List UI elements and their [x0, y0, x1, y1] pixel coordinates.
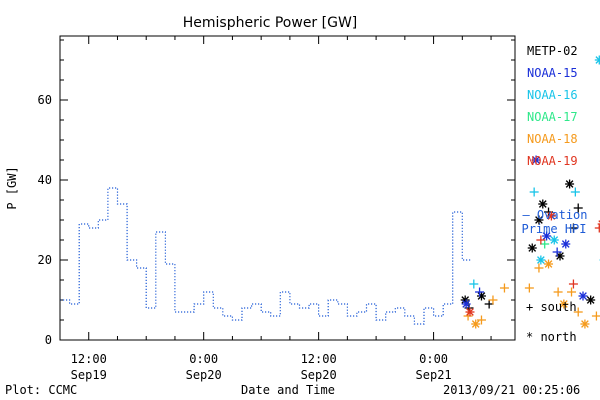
x-tick-label-date: Sep19	[71, 368, 107, 382]
marker-stroke	[595, 58, 600, 64]
ovation-series-line	[60, 187, 472, 325]
satellite-point-metp-02-north	[476, 291, 486, 301]
marker-stroke	[471, 320, 480, 328]
satellite-point-noaa-15-north	[578, 291, 588, 301]
ovation-series-layer	[60, 187, 472, 325]
satellite-point-noaa-16-north	[549, 235, 559, 245]
x-tick-label-time: 0:00	[189, 352, 218, 366]
satellite-point-noaa-18-south	[499, 283, 509, 293]
satellite-point-noaa-16-north	[594, 55, 600, 65]
satellite-point-noaa-18-south	[591, 311, 600, 321]
marker-stroke	[556, 252, 564, 260]
satellite-point-noaa-19-south	[568, 279, 578, 289]
satellite-markers-layer	[460, 55, 600, 329]
satellite-point-noaa-18-south	[524, 283, 534, 293]
marker-stroke	[532, 156, 540, 164]
marker-stroke	[528, 244, 537, 252]
x-tick-label-time: 12:00	[301, 352, 337, 366]
marker-stroke	[547, 212, 556, 220]
satellite-point-noaa-18-north	[544, 259, 554, 269]
marker-stroke	[544, 260, 553, 268]
legend-entry-noaa-17: NOAA-17	[527, 110, 578, 124]
marker-stroke	[579, 292, 587, 300]
x-tick-label-date: Sep20	[301, 368, 337, 382]
marker-legend-south: + south	[526, 300, 577, 314]
x-axis-label: Date and Time	[241, 383, 335, 397]
satellite-point-noaa-16-south	[570, 187, 580, 197]
marker-stroke	[538, 200, 547, 208]
marker-stroke	[466, 308, 474, 316]
marker-stroke	[586, 296, 595, 304]
footer-plot-credit: Plot: CCMC	[5, 383, 77, 397]
marker-stroke	[535, 216, 543, 224]
marker-stroke	[565, 180, 574, 188]
satellite-point-noaa-19-north	[465, 307, 475, 317]
marker-stroke	[560, 300, 568, 308]
satellite-point-noaa-18-south	[534, 263, 544, 273]
y-axis-label: P [GW]	[5, 166, 19, 209]
satellite-point-noaa-18-south	[476, 315, 486, 325]
y-tick-label: 40	[38, 173, 52, 187]
satellite-point-noaa-16-south	[529, 187, 539, 197]
satellite-point-noaa-18-north	[580, 319, 590, 329]
satellite-point-noaa-19-south	[536, 235, 546, 245]
satellite-point-metp-02-north	[586, 295, 596, 305]
x-tick-label-date: Sep20	[186, 368, 222, 382]
marker-stroke	[550, 236, 559, 244]
satellite-point-noaa-15-south	[475, 287, 485, 297]
satellite-point-metp-02-north	[565, 179, 575, 189]
satellite-point-noaa-18-north	[559, 299, 569, 309]
satellite-point-noaa-19-south	[594, 223, 600, 233]
legend: METP-02 NOAA-15 NOAA-16 NOAA-17 NOAA-18 NOAA-…	[527, 44, 578, 168]
satellite-point-metp-02-south	[573, 203, 583, 213]
y-tick-label: 60	[38, 93, 52, 107]
satellite-point-metp-02-south	[484, 299, 494, 309]
satellite-point-noaa-16-north	[536, 255, 546, 265]
satellite-point-noaa-19-north	[546, 211, 556, 221]
satellite-point-metp-02-north	[534, 215, 544, 225]
satellite-point-noaa-18-south	[567, 287, 577, 297]
marker-legend-north: * north	[526, 330, 577, 344]
chart-title: Hemispheric Power [GW]	[183, 15, 358, 31]
satellite-point-noaa-15-north	[561, 239, 571, 249]
ovation-legend-line2: Prime HPI	[521, 222, 586, 236]
satellite-point-noaa-15-north	[531, 155, 541, 165]
marker-stroke	[477, 292, 486, 300]
satellite-point-metp-02-south	[568, 223, 578, 233]
satellite-point-noaa-18-south	[553, 287, 563, 297]
satellite-point-metp-02-north	[538, 199, 548, 209]
satellite-point-noaa-18-south	[573, 307, 583, 317]
satellite-point-noaa-17-south	[540, 239, 550, 249]
marker-stroke	[461, 296, 470, 304]
marker-stroke	[537, 256, 545, 264]
satellite-point-noaa-16-south	[469, 279, 479, 289]
marker-stroke	[542, 232, 551, 240]
x-tick-label-time: 12:00	[71, 352, 107, 366]
satellite-point-noaa-15-south	[552, 247, 562, 257]
satellite-point-noaa-18-south	[488, 295, 498, 305]
y-tick-label: 20	[38, 253, 52, 267]
x-tick-label-time: 0:00	[419, 352, 448, 366]
legend-entry-noaa-15: NOAA-15	[527, 66, 578, 80]
marker-legend: + south * north	[526, 300, 577, 344]
satellite-point-noaa-15-north	[542, 231, 552, 241]
satellite-point-noaa-15-north	[461, 299, 471, 309]
legend-entry-noaa-18: NOAA-18	[527, 132, 578, 146]
ovation-legend-line1: – Ovation	[522, 208, 587, 222]
legend-entry-metp-02: METP-02	[527, 44, 578, 58]
plot-frame	[59, 35, 516, 341]
axes-layer: 020406012:00Sep180:00Sep1912:00Sep190:00…	[38, 36, 515, 382]
satellite-point-metp-02-north	[527, 243, 537, 253]
y-tick-label: 0	[45, 333, 52, 347]
satellite-point-noaa-18-north	[471, 319, 481, 329]
marker-stroke	[462, 300, 470, 308]
marker-stroke	[561, 240, 570, 248]
footer-timestamp: 2013/09/21 00:25:06	[443, 383, 580, 397]
legend-entry-noaa-16: NOAA-16	[527, 88, 578, 102]
marker-stroke	[581, 320, 589, 328]
legend-entry-noaa-19: NOAA-19	[527, 154, 578, 168]
x-tick-label-date: Sep21	[416, 368, 452, 382]
